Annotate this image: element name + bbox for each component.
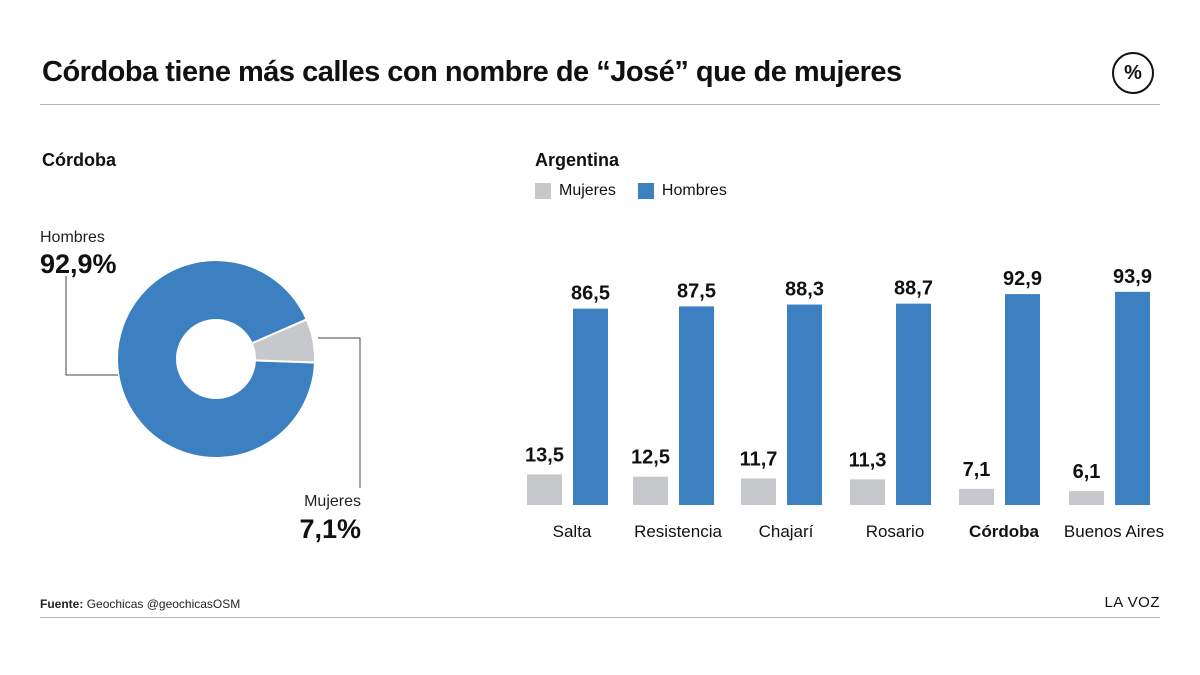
bar-mujeres xyxy=(633,476,668,505)
donut-label-mujeres: Mujeres xyxy=(304,493,361,510)
bar-hombres xyxy=(573,308,608,505)
bar-mujeres xyxy=(741,478,776,505)
bar-hombres xyxy=(1005,294,1040,505)
bar-value-mujeres: 7,1 xyxy=(963,459,991,481)
category-label: Salta xyxy=(553,522,592,541)
donut-section-title: Córdoba xyxy=(42,150,116,170)
bar-value-mujeres: 11,7 xyxy=(740,448,778,470)
bar-mujeres xyxy=(959,488,994,505)
leader-line-hombres xyxy=(65,276,118,376)
legend-label-hombres: Hombres xyxy=(661,182,727,199)
donut-value-hombres: 92,9% xyxy=(40,249,117,279)
donut-slice-mujeres xyxy=(250,318,316,364)
bar-mujeres xyxy=(850,479,885,505)
percent-badge-icon: % xyxy=(1112,52,1154,94)
bar-mujeres xyxy=(527,474,562,505)
page-title: Córdoba tiene más calles con nombre de “… xyxy=(42,56,902,88)
bar-value-hombres: 87,5 xyxy=(677,280,716,302)
bar-value-mujeres: 13,5 xyxy=(525,444,564,466)
bar-section-title: Argentina xyxy=(535,150,620,170)
category-label: Buenos Aires xyxy=(1064,522,1164,541)
source-label: Fuente: xyxy=(40,597,84,611)
donut-value-mujeres: 7,1% xyxy=(299,514,361,544)
bar-hombres xyxy=(896,303,931,505)
category-label: Rosario xyxy=(866,522,925,541)
category-label: Chajarí xyxy=(759,522,814,541)
leader-line-mujeres xyxy=(318,337,361,488)
bar-value-hombres: 93,9 xyxy=(1113,266,1152,288)
bar-hombres xyxy=(679,306,714,505)
brand-logo: LA VOZ xyxy=(1104,594,1160,611)
bar-hombres xyxy=(1115,291,1150,505)
source-note: Fuente: Geochicas @geochicasOSM xyxy=(40,597,240,611)
legend-swatch-mujeres xyxy=(535,183,551,199)
bar-value-mujeres: 6,1 xyxy=(1073,461,1101,483)
bar-value-hombres: 88,3 xyxy=(785,279,824,301)
source-text: Geochicas @geochicasOSM xyxy=(86,597,241,611)
bar-hombres xyxy=(787,304,822,505)
bar-value-mujeres: 12,5 xyxy=(631,447,670,469)
bar-value-hombres: 92,9 xyxy=(1003,268,1042,290)
bar-value-hombres: 88,7 xyxy=(894,278,933,300)
bar-value-mujeres: 11,3 xyxy=(849,449,887,471)
donut-label-hombres: Hombres xyxy=(40,229,105,246)
legend-item-hombres: Hombres xyxy=(637,182,727,200)
legend-item-mujeres: Mujeres xyxy=(535,182,616,200)
category-label: Córdoba xyxy=(969,522,1039,541)
bar-value-hombres: 86,5 xyxy=(571,283,610,305)
legend-label-mujeres: Mujeres xyxy=(559,182,616,199)
bar-mujeres xyxy=(1069,491,1104,505)
bottom-divider xyxy=(40,617,1160,618)
bar-legend: Mujeres Hombres xyxy=(535,182,749,200)
category-label: Resistencia xyxy=(634,522,722,541)
legend-swatch-hombres xyxy=(637,183,654,199)
donut-slice-hombres xyxy=(116,259,316,459)
top-divider xyxy=(40,104,1160,105)
